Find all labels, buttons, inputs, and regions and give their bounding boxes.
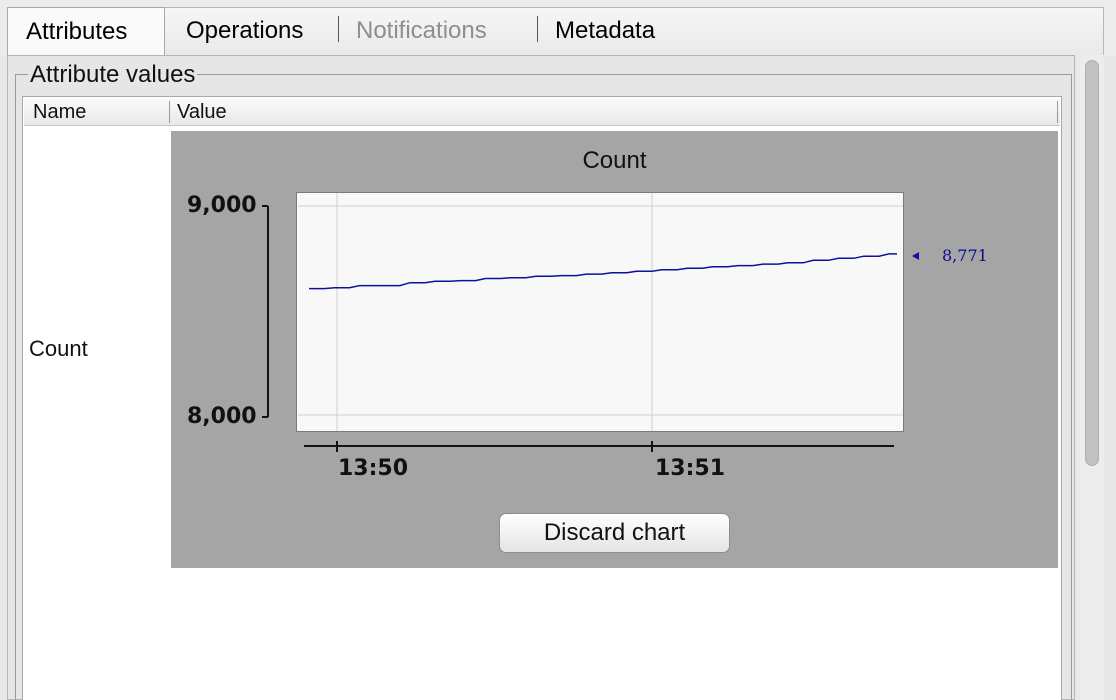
table-header: Name Value xyxy=(24,98,1060,126)
tab-metadata-label: Metadata xyxy=(555,17,656,44)
column-header-name[interactable]: Name xyxy=(33,101,87,123)
tab-bar: Attributes Operations Notifications Meta… xyxy=(0,0,1116,56)
tab-metadata[interactable]: Metadata xyxy=(537,7,673,55)
plot-area xyxy=(296,192,904,432)
tab-strip xyxy=(7,7,1104,55)
tab-notifications-label: Notifications xyxy=(356,17,487,44)
group-title: Attribute values xyxy=(28,60,198,90)
chart-title: Count xyxy=(582,147,647,174)
last-value-marker-icon xyxy=(912,252,919,260)
x-tick-label-2: 13:51 xyxy=(655,456,726,481)
x-tick-label-1: 13:50 xyxy=(338,456,409,481)
column-separator[interactable] xyxy=(169,101,170,123)
tab-attributes-label: Attributes xyxy=(26,18,128,45)
attribute-name-cell: Count xyxy=(29,336,88,361)
vertical-scrollbar[interactable] xyxy=(1080,56,1104,700)
tab-notifications[interactable]: Notifications xyxy=(338,7,505,55)
column-header-value[interactable]: Value xyxy=(177,101,227,123)
tab-operations[interactable]: Operations xyxy=(168,7,321,55)
y-tick-label-top: 9,000 xyxy=(187,193,257,218)
column-separator xyxy=(1057,101,1058,123)
scrollbar-thumb[interactable] xyxy=(1085,60,1099,466)
y-tick-label-bottom: 8,000 xyxy=(187,404,257,429)
attribute-values-group xyxy=(15,74,1072,700)
tab-operations-label: Operations xyxy=(186,17,304,44)
discard-chart-button[interactable]: Discard chart xyxy=(499,513,730,553)
tab-attributes[interactable]: Attributes xyxy=(7,7,165,56)
tab-separator xyxy=(338,16,339,42)
last-value-label: 8,771 xyxy=(942,246,988,265)
tab-separator xyxy=(537,16,538,42)
data-series-line xyxy=(309,253,897,290)
